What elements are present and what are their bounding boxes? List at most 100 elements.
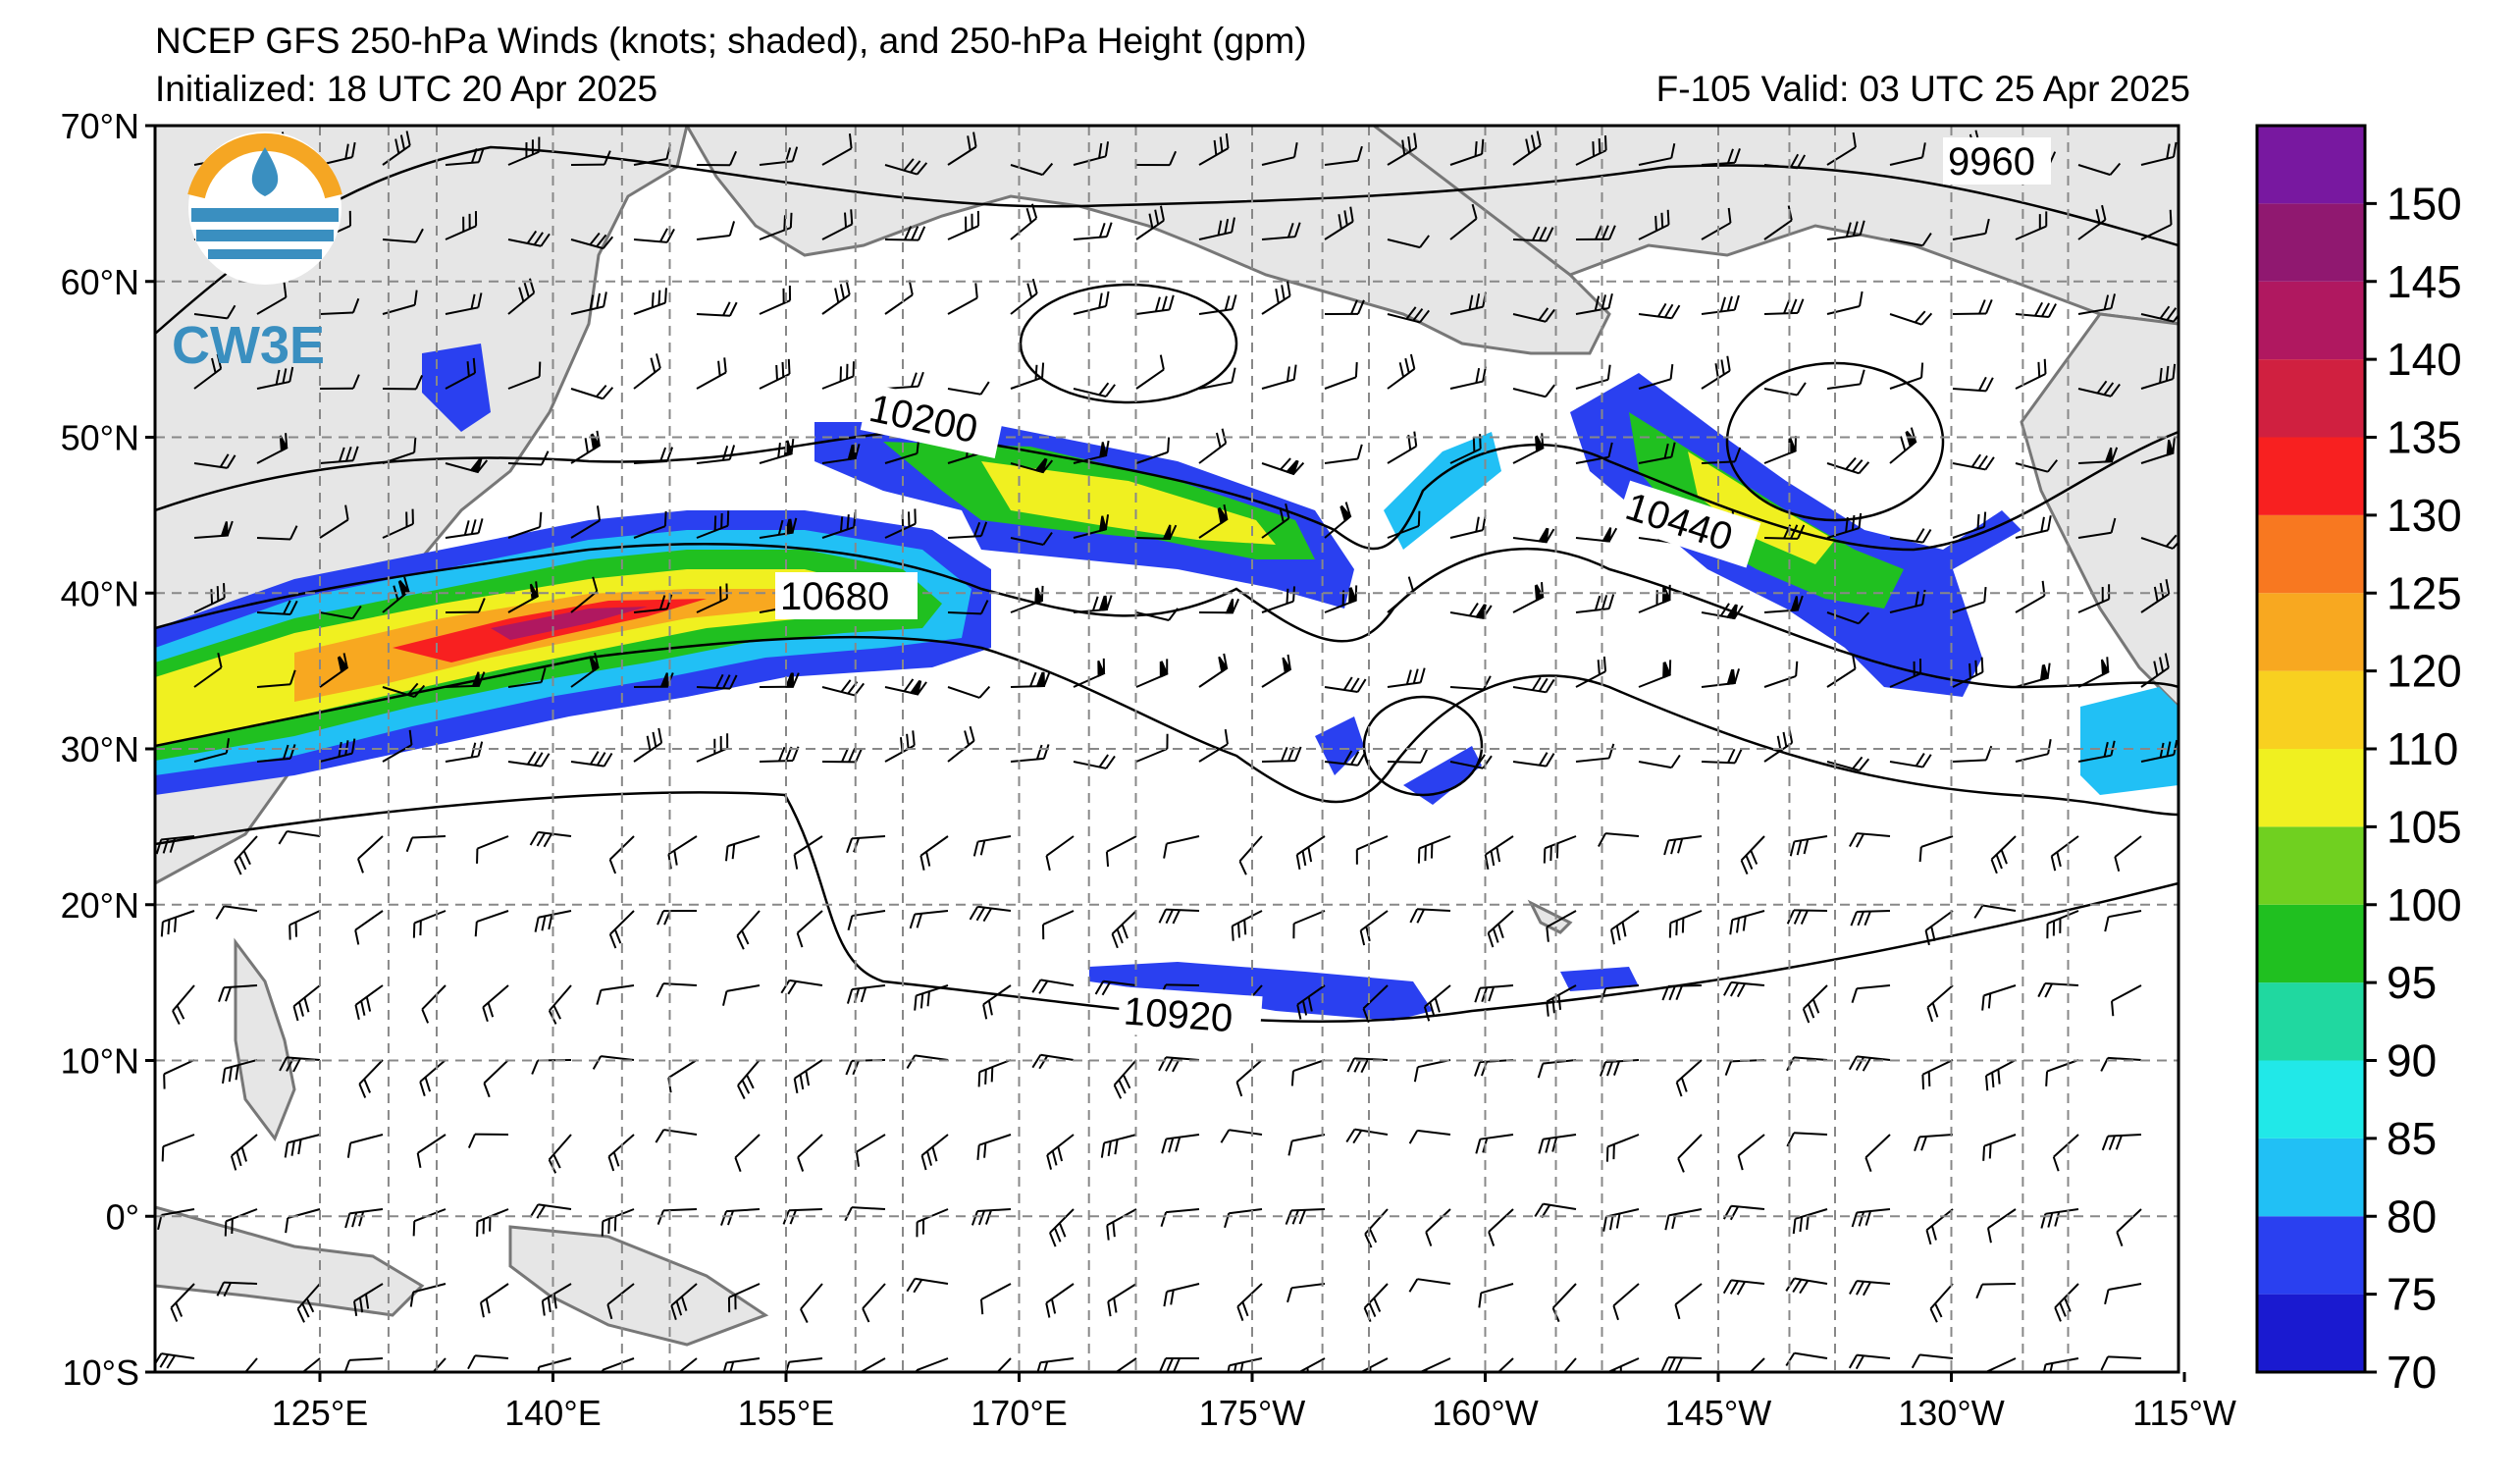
wind-barb [2077, 293, 2116, 315]
contour-label-9960: 9960 [1948, 140, 2035, 184]
wind-barb [1609, 910, 1640, 945]
wind-barb [1408, 1129, 1451, 1144]
wind-barb [256, 525, 298, 541]
wind-barb [1786, 909, 1828, 925]
wind-barb [1235, 1059, 1263, 1097]
wind-barb [1638, 209, 1670, 240]
wind-barb [696, 583, 728, 613]
colorbar-label: 110 [2387, 723, 2458, 774]
wind-barb [1041, 910, 1075, 940]
wind-barb [1261, 746, 1302, 763]
wind-barb [358, 1059, 384, 1098]
wind-barb [1135, 205, 1165, 240]
wind-barb [160, 910, 195, 937]
wind-barb [1324, 676, 1367, 694]
jet-core-magenta [491, 607, 648, 640]
wind-barb [1111, 910, 1137, 949]
lon-label: 160°W [1432, 1393, 1538, 1433]
wind-barb [976, 1134, 1012, 1160]
wind-barb [1952, 511, 1987, 539]
wind-barb [319, 653, 349, 688]
valid-time: F-105 Valid: 03 UTC 25 Apr 2025 [1655, 69, 2190, 109]
wind-barb [2104, 910, 2142, 932]
wind-barb [1261, 281, 1291, 315]
lat-label: 30°N [61, 729, 139, 769]
wind-barb [696, 221, 736, 240]
wind-barb [1045, 835, 1075, 872]
wind-barb [1198, 367, 1236, 390]
wind-barb [2077, 162, 2122, 177]
wind-barb [601, 1357, 635, 1372]
wind-barb [445, 211, 478, 240]
wind-barb [1261, 457, 1305, 476]
wind-barb [1387, 235, 1430, 249]
wind-barb [1638, 754, 1681, 769]
wind-barb [1512, 307, 1555, 323]
colorbar: 70 75 80 85 90 95 100 105 110 120 125 130 135 140 145 1… [2255, 124, 2462, 1398]
wind-barb [1073, 222, 1113, 240]
wind-barb [482, 984, 509, 1023]
wind-barb [1701, 207, 1732, 240]
wind-barb [1324, 299, 1365, 315]
wind-barb [479, 1283, 509, 1318]
contour-10920 [155, 791, 2179, 1023]
wind-barb [720, 1208, 761, 1226]
wind-barb [1889, 233, 1932, 247]
colorbar-label: 85 [2387, 1113, 2437, 1164]
wind-barb [2140, 141, 2178, 166]
wind-barb [1449, 138, 1485, 166]
wind-barb [1763, 595, 1804, 613]
wind-barb [1324, 145, 1363, 166]
wind-barb [1986, 1208, 2017, 1244]
wind-barb [1723, 980, 1765, 998]
wind-barb [507, 511, 543, 539]
wind-barb [633, 447, 674, 464]
wind-barb [797, 1134, 823, 1172]
wind-barb [1575, 743, 1615, 763]
wind-barb [1911, 1353, 1954, 1369]
wind-barb [507, 230, 551, 247]
wind-barb [1198, 728, 1229, 763]
wind-barb [947, 600, 989, 615]
wind-barb [193, 653, 223, 688]
wind-barb [507, 450, 550, 466]
wind-barb [1575, 292, 1613, 315]
jet-5 [2080, 687, 2179, 795]
wind-barb [1387, 306, 1431, 324]
wind-barb [1729, 910, 1765, 935]
initialized-time: Initialized: 18 UTC 20 Apr 2025 [155, 69, 658, 109]
contour-10440 [155, 543, 2179, 689]
wind-barb [633, 353, 661, 390]
wind-barb [1575, 594, 1615, 613]
longitude-axis: 125°E 140°E 155°E 170°E 175°W 160°W 145°W 130°W… [272, 1372, 2236, 1433]
colorbar-segment [2257, 437, 2365, 515]
lon-label: 140°E [504, 1393, 601, 1433]
colorbar-label: 80 [2387, 1191, 2437, 1242]
logo-drop-icon [251, 147, 279, 196]
wind-barb [1918, 835, 1954, 863]
wind-barb [1826, 512, 1863, 539]
wind-barb [476, 835, 509, 864]
wind-barb [163, 1059, 195, 1089]
wind-barb [382, 729, 413, 763]
wind-barb [445, 147, 485, 166]
wind-barb [606, 1283, 635, 1320]
subtropical-jet-a [1089, 962, 1433, 1021]
wind-barb [570, 291, 607, 315]
wind-barb [633, 672, 674, 688]
wind-barb [570, 652, 600, 688]
wind-barb [862, 1283, 886, 1323]
wind-barb [1701, 355, 1731, 390]
wind-barb [1512, 527, 1555, 544]
subtropical-jet-b [1560, 967, 1639, 991]
wind-barb [884, 226, 926, 241]
colorbar-segment [2257, 281, 2365, 360]
colorbar-segment [2257, 670, 2365, 749]
wind-barb [1161, 1134, 1200, 1154]
lat-label: 10°N [61, 1041, 139, 1082]
wind-barb [1785, 1351, 1828, 1367]
wind-barb [1417, 835, 1451, 864]
wind-barb [319, 504, 349, 539]
colorbar-segment [2257, 1216, 2365, 1295]
wind-barb [507, 136, 541, 166]
